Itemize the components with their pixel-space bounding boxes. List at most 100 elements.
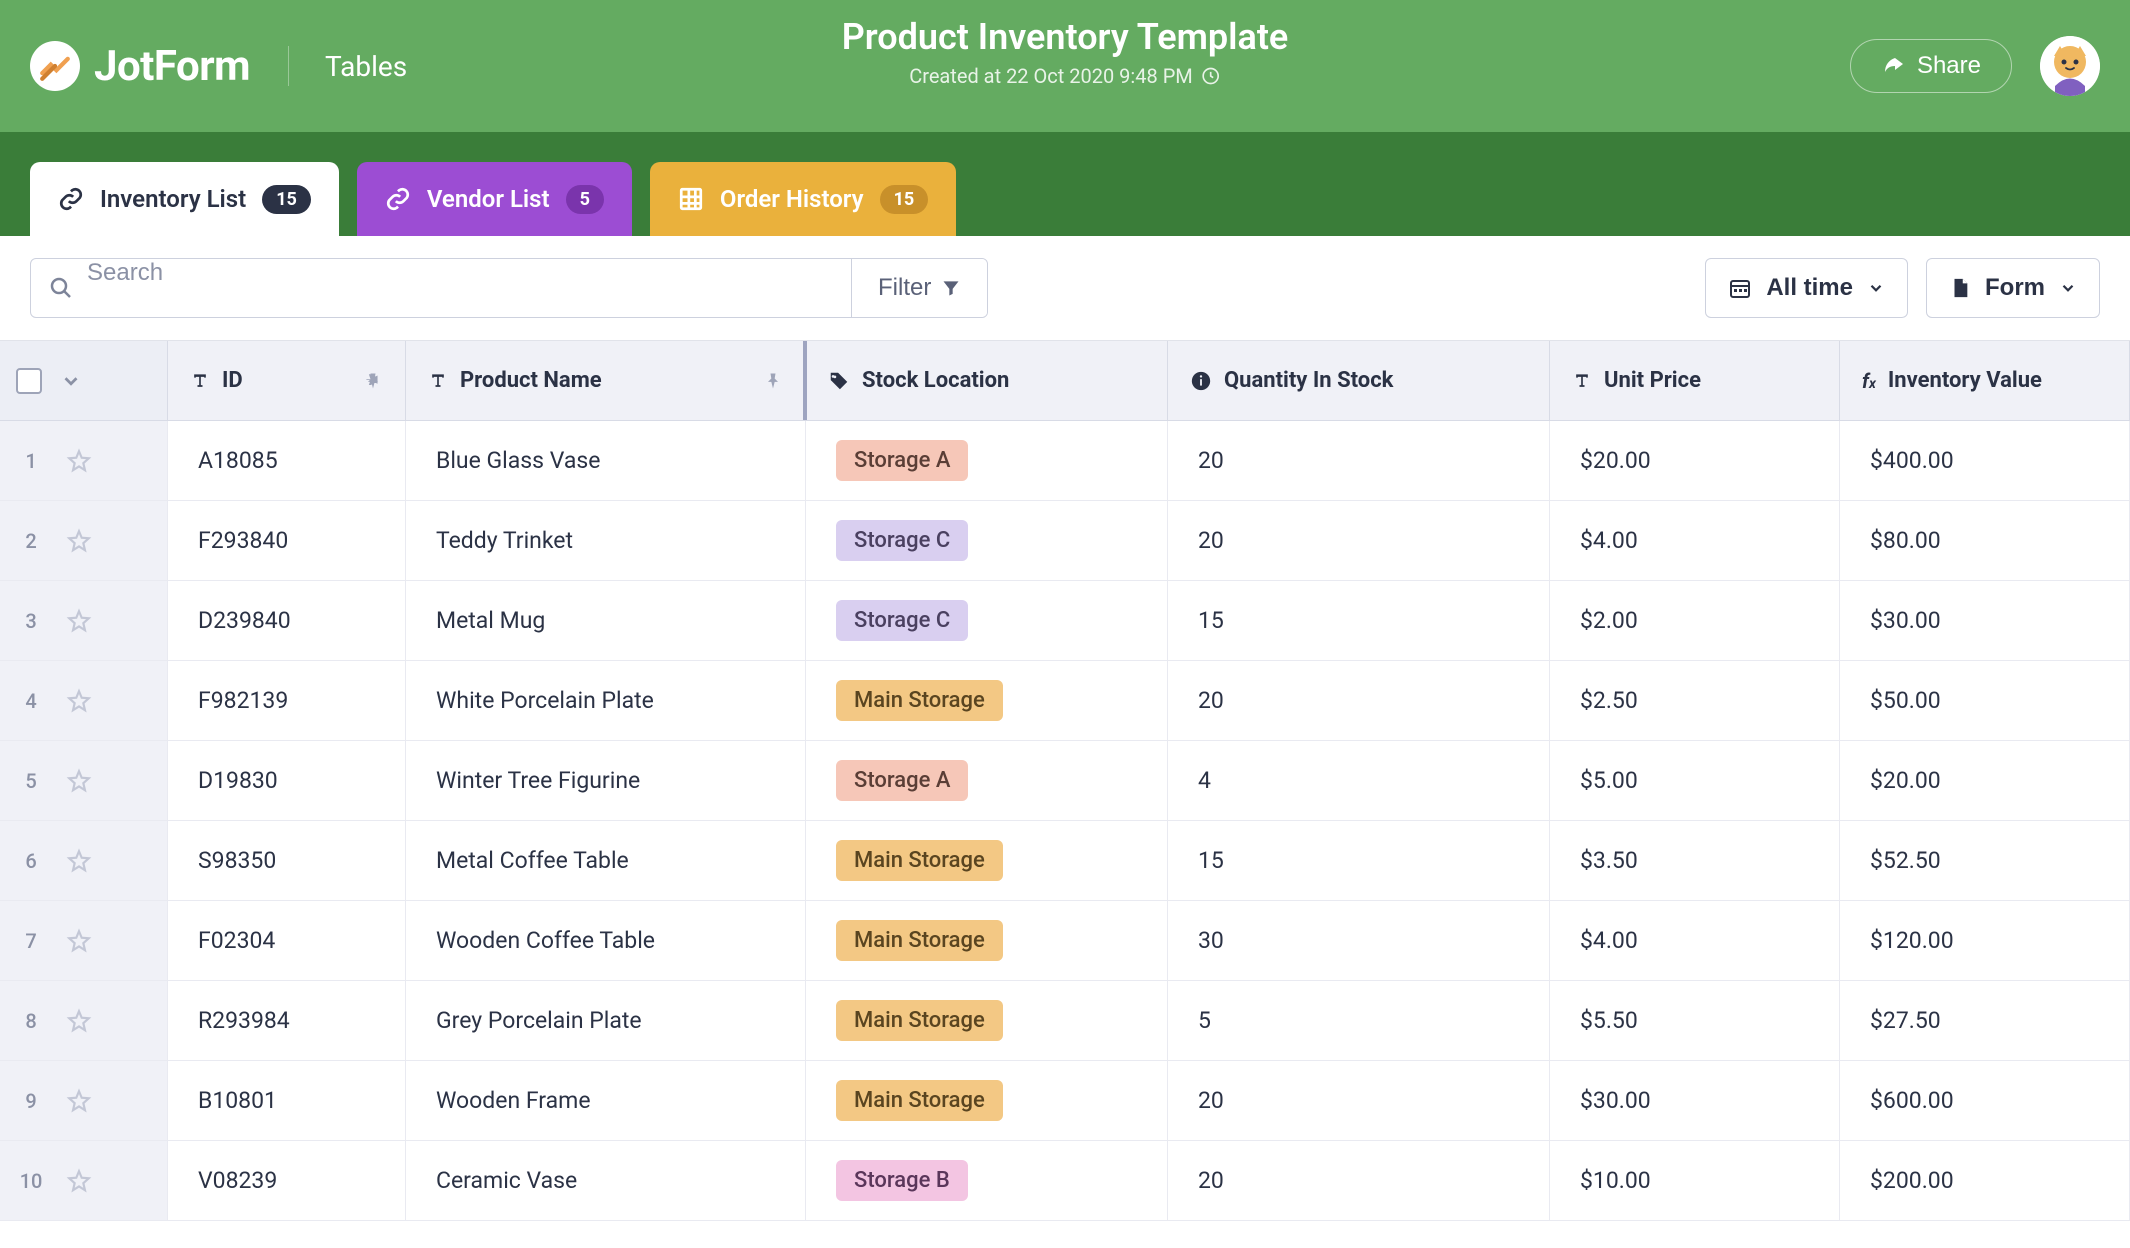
cell-unit-price[interactable]: $30.00: [1550, 1061, 1840, 1141]
cell-unit-price[interactable]: $5.00: [1550, 741, 1840, 821]
cell-quantity[interactable]: 20: [1168, 661, 1550, 741]
column-header-inventory-value[interactable]: fx Inventory Value: [1840, 341, 2130, 421]
cell-quantity[interactable]: 20: [1168, 421, 1550, 501]
row-menu-toggle[interactable]: [60, 370, 82, 392]
cell-unit-price[interactable]: $10.00: [1550, 1141, 1840, 1221]
cell-stock-location[interactable]: Storage A: [806, 421, 1168, 501]
star-icon[interactable]: [66, 1008, 92, 1034]
star-icon[interactable]: [66, 848, 92, 874]
star-icon[interactable]: [66, 688, 92, 714]
star-icon[interactable]: [66, 928, 92, 954]
table-row[interactable]: 2F293840Teddy TrinketStorage C20$4.00$80…: [0, 501, 2130, 581]
cell-quantity[interactable]: 15: [1168, 581, 1550, 661]
brand-logo[interactable]: JotForm Tables: [30, 41, 407, 91]
cell-quantity[interactable]: 15: [1168, 821, 1550, 901]
cell-stock-location[interactable]: Main Storage: [806, 981, 1168, 1061]
cell-stock-location[interactable]: Storage C: [806, 501, 1168, 581]
cell-unit-price[interactable]: $2.50: [1550, 661, 1840, 741]
cell-product-name[interactable]: Grey Porcelain Plate: [406, 981, 806, 1061]
table-row[interactable]: 7F02304Wooden Coffee TableMain Storage30…: [0, 901, 2130, 981]
star-icon[interactable]: [66, 768, 92, 794]
select-all-checkbox[interactable]: [16, 368, 42, 394]
user-avatar[interactable]: [2040, 36, 2100, 96]
star-icon[interactable]: [66, 1168, 92, 1194]
cell-quantity[interactable]: 5: [1168, 981, 1550, 1061]
cell-product-name[interactable]: Ceramic Vase: [406, 1141, 806, 1221]
cell-product-name[interactable]: Wooden Frame: [406, 1061, 806, 1141]
tab-order-history[interactable]: Order History 15: [650, 162, 956, 236]
column-header-quantity[interactable]: Quantity In Stock: [1168, 341, 1550, 421]
table-row[interactable]: 10V08239Ceramic VaseStorage B20$10.00$20…: [0, 1141, 2130, 1221]
cell-inventory-value[interactable]: $50.00: [1840, 661, 2130, 741]
cell-stock-location[interactable]: Main Storage: [806, 821, 1168, 901]
cell-inventory-value[interactable]: $120.00: [1840, 901, 2130, 981]
filter-button[interactable]: Filter: [851, 259, 987, 317]
cell-stock-location[interactable]: Storage A: [806, 741, 1168, 821]
timerange-dropdown[interactable]: All time: [1705, 258, 1908, 318]
cell-id[interactable]: R293984: [168, 981, 406, 1061]
table-row[interactable]: 4F982139White Porcelain PlateMain Storag…: [0, 661, 2130, 741]
cell-unit-price[interactable]: $5.50: [1550, 981, 1840, 1061]
pin-icon[interactable]: [763, 371, 783, 391]
cell-inventory-value[interactable]: $27.50: [1840, 981, 2130, 1061]
cell-inventory-value[interactable]: $400.00: [1840, 421, 2130, 501]
cell-stock-location[interactable]: Main Storage: [806, 661, 1168, 741]
cell-unit-price[interactable]: $20.00: [1550, 421, 1840, 501]
cell-id[interactable]: D19830: [168, 741, 406, 821]
share-button[interactable]: Share: [1850, 39, 2012, 93]
cell-inventory-value[interactable]: $30.00: [1840, 581, 2130, 661]
cell-id[interactable]: F293840: [168, 501, 406, 581]
cell-unit-price[interactable]: $4.00: [1550, 501, 1840, 581]
cell-id[interactable]: F02304: [168, 901, 406, 981]
cell-stock-location[interactable]: Main Storage: [806, 901, 1168, 981]
cell-quantity[interactable]: 20: [1168, 501, 1550, 581]
pin-icon[interactable]: [363, 371, 383, 391]
cell-id[interactable]: V08239: [168, 1141, 406, 1221]
cell-unit-price[interactable]: $2.00: [1550, 581, 1840, 661]
tab-inventory-list[interactable]: Inventory List 15: [30, 162, 339, 236]
cell-inventory-value[interactable]: $80.00: [1840, 501, 2130, 581]
cell-quantity[interactable]: 30: [1168, 901, 1550, 981]
cell-unit-price[interactable]: $3.50: [1550, 821, 1840, 901]
cell-id[interactable]: A18085: [168, 421, 406, 501]
table-row[interactable]: 6S98350Metal Coffee TableMain Storage15$…: [0, 821, 2130, 901]
table-row[interactable]: 8R293984Grey Porcelain PlateMain Storage…: [0, 981, 2130, 1061]
cell-id[interactable]: D239840: [168, 581, 406, 661]
cell-product-name[interactable]: White Porcelain Plate: [406, 661, 806, 741]
column-header-product-name[interactable]: Product Name: [406, 341, 806, 421]
cell-product-name[interactable]: Winter Tree Figurine: [406, 741, 806, 821]
cell-stock-location[interactable]: Storage C: [806, 581, 1168, 661]
tab-vendor-list[interactable]: Vendor List 5: [357, 162, 632, 236]
cell-inventory-value[interactable]: $52.50: [1840, 821, 2130, 901]
column-header-unit-price[interactable]: Unit Price: [1550, 341, 1840, 421]
cell-inventory-value[interactable]: $20.00: [1840, 741, 2130, 821]
star-icon[interactable]: [66, 608, 92, 634]
cell-stock-location[interactable]: Storage B: [806, 1141, 1168, 1221]
cell-id[interactable]: S98350: [168, 821, 406, 901]
column-header-stock-location[interactable]: Stock Location: [806, 341, 1168, 421]
cell-inventory-value[interactable]: $600.00: [1840, 1061, 2130, 1141]
cell-quantity[interactable]: 4: [1168, 741, 1550, 821]
cell-inventory-value[interactable]: $200.00: [1840, 1141, 2130, 1221]
table-row[interactable]: 9B10801Wooden FrameMain Storage20$30.00$…: [0, 1061, 2130, 1141]
star-icon[interactable]: [66, 1088, 92, 1114]
cell-quantity[interactable]: 20: [1168, 1061, 1550, 1141]
cell-product-name[interactable]: Metal Coffee Table: [406, 821, 806, 901]
cell-quantity[interactable]: 20: [1168, 1141, 1550, 1221]
search-input[interactable]: [31, 259, 851, 287]
cell-product-name[interactable]: Wooden Coffee Table: [406, 901, 806, 981]
star-icon[interactable]: [66, 528, 92, 554]
star-icon[interactable]: [66, 448, 92, 474]
cell-id[interactable]: B10801: [168, 1061, 406, 1141]
table-row[interactable]: 1A18085Blue Glass VaseStorage A20$20.00$…: [0, 421, 2130, 501]
cell-product-name[interactable]: Metal Mug: [406, 581, 806, 661]
cell-product-name[interactable]: Blue Glass Vase: [406, 421, 806, 501]
table-row[interactable]: 3D239840Metal MugStorage C15$2.00$30.00: [0, 581, 2130, 661]
cell-stock-location[interactable]: Main Storage: [806, 1061, 1168, 1141]
cell-id[interactable]: F982139: [168, 661, 406, 741]
cell-unit-price[interactable]: $4.00: [1550, 901, 1840, 981]
form-dropdown[interactable]: Form: [1926, 258, 2100, 318]
column-header-id[interactable]: ID: [168, 341, 406, 421]
cell-product-name[interactable]: Teddy Trinket: [406, 501, 806, 581]
table-row[interactable]: 5D19830Winter Tree FigurineStorage A4$5.…: [0, 741, 2130, 821]
